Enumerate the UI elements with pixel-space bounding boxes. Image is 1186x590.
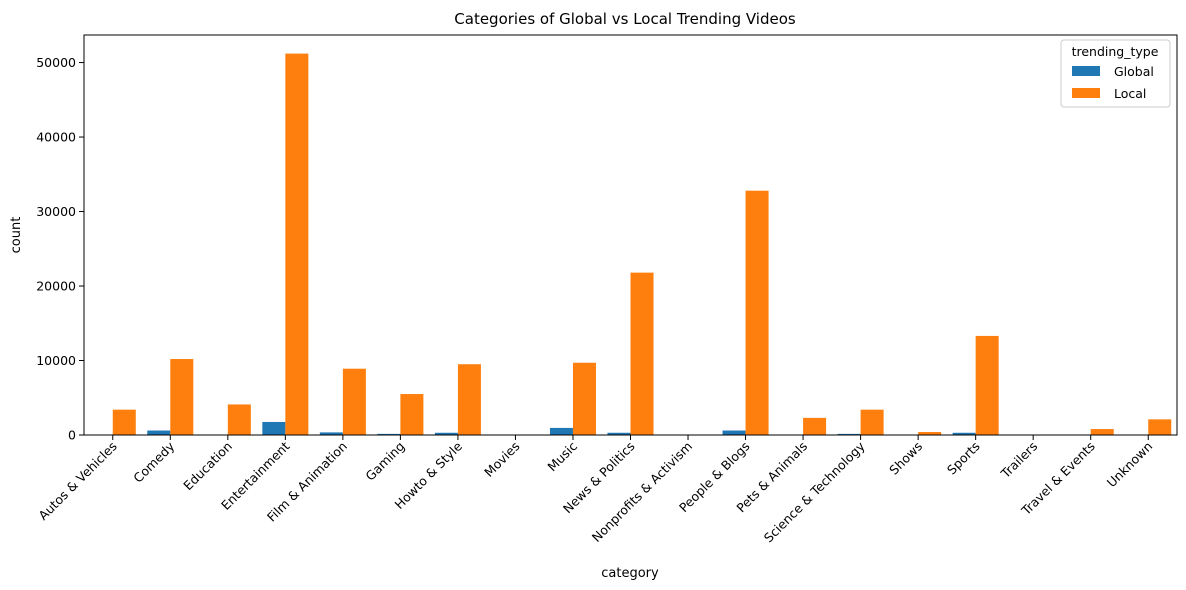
x-tick-label: Education [180, 439, 235, 494]
y-tick-label: 50000 [36, 55, 76, 70]
bar-global-9 [607, 432, 631, 435]
legend-swatch-global [1072, 66, 1100, 76]
legend-title: trending_type [1072, 44, 1159, 59]
x-tick-label: Science & Technology [761, 438, 868, 545]
chart-title: Categories of Global vs Local Trending V… [454, 10, 796, 28]
x-axis-label: category [601, 566, 659, 581]
legend-label-global: Global [1114, 64, 1154, 79]
bar-local-8 [572, 362, 596, 435]
bar-local-1 [170, 359, 194, 435]
bar-local-0 [112, 409, 136, 435]
bar-local-15 [975, 335, 999, 435]
y-tick-label: 30000 [36, 204, 76, 219]
bar-global-1 [147, 430, 171, 435]
x-tick-label: Comedy [130, 438, 178, 486]
bar-global-5 [377, 433, 401, 435]
bar-local-11 [745, 190, 769, 435]
x-tick-label: Movies [481, 439, 522, 480]
y-tick-label: 20000 [36, 279, 76, 294]
bar-global-6 [434, 432, 458, 435]
y-axis: 0 10000 20000 30000 40000 50000 [36, 55, 84, 443]
x-tick-label: Autos & Vehicles [35, 439, 119, 523]
legend-label-local: Local [1114, 86, 1146, 101]
x-tick-label: Sports [944, 439, 983, 478]
bar-local-2 [227, 404, 251, 435]
bar-local-5 [400, 394, 424, 435]
bar-local-4 [342, 368, 366, 435]
y-tick-label: 0 [68, 428, 76, 443]
bar-local-18 [1148, 419, 1172, 435]
x-tick-label: Shows [886, 439, 925, 478]
bar-local-9 [630, 272, 654, 435]
bar-global-15 [952, 432, 976, 435]
x-axis: Autos & Vehicles Comedy EducationEntertain… [35, 435, 1155, 545]
bar-local-6 [457, 364, 481, 435]
y-axis-label: count [9, 217, 24, 254]
bar-global-3 [262, 421, 286, 435]
bar-global-13 [837, 433, 861, 435]
bar-global-4 [319, 432, 343, 435]
y-tick-label: 10000 [36, 353, 76, 368]
bar-global-8 [549, 427, 573, 435]
bar-local-13 [860, 409, 884, 435]
x-tick-label: Gaming [362, 439, 407, 484]
x-tick-label: Unknown [1104, 439, 1156, 491]
legend: trending_type Global Local [1060, 39, 1171, 108]
x-tick-label: Nonprofits & Activism [589, 439, 695, 545]
bar-local-3 [285, 53, 309, 436]
x-tick-label: Music [544, 438, 580, 474]
legend-swatch-local [1072, 88, 1100, 98]
bar-global-11 [722, 430, 746, 435]
x-tick-label: Trailers [997, 439, 1040, 482]
bar-local-14 [918, 432, 942, 435]
bar-local-12 [803, 417, 827, 435]
y-tick-label: 40000 [36, 130, 76, 145]
bars [112, 53, 1172, 436]
bar-local-17 [1090, 429, 1114, 435]
